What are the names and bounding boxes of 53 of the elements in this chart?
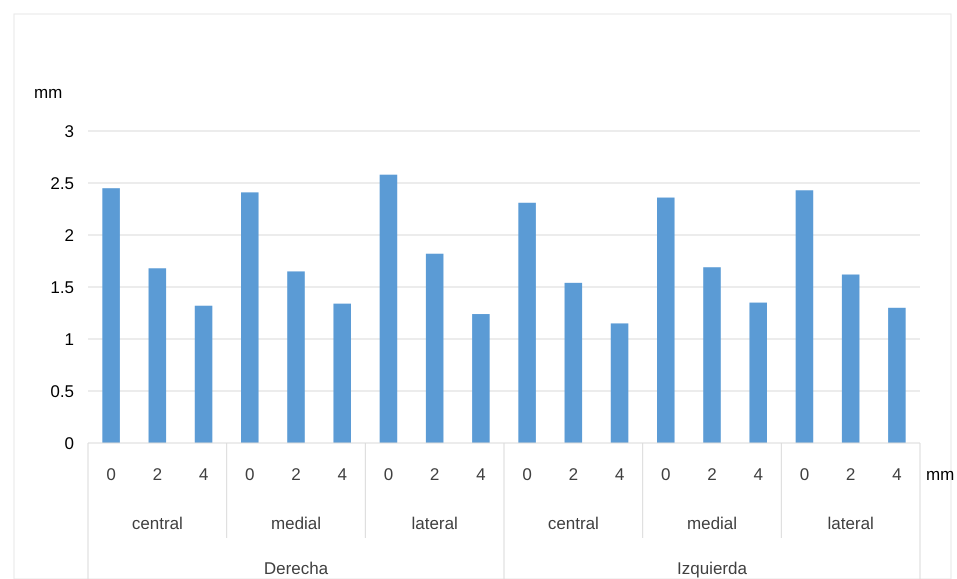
x-tick-label: 4: [476, 465, 486, 484]
x-tick-label: 4: [198, 465, 208, 484]
text: central: [548, 514, 599, 533]
text: lateral: [828, 514, 874, 533]
x-tick-label: 4: [892, 465, 902, 484]
text: medial: [270, 514, 322, 533]
y-tick-label: 1.5: [50, 278, 74, 297]
x-tick-label: 2: [568, 465, 578, 484]
bar: [102, 188, 120, 443]
bar: [333, 304, 352, 443]
x-tick-label: 2: [707, 465, 717, 484]
x-tick-label: 4: [337, 465, 347, 484]
bar: [148, 268, 166, 443]
x-tick-label: 2: [846, 465, 856, 484]
x-tick-label: 0: [522, 465, 532, 484]
bar: [656, 198, 675, 443]
x-tick-label: 2: [430, 465, 440, 484]
x-tick-label: 4: [753, 465, 763, 484]
bar: [380, 174, 398, 443]
y-tick-label: 0.5: [50, 382, 74, 401]
bar: [796, 190, 814, 443]
x-axis-title: mm: [926, 465, 954, 484]
x-tick-label: 0: [384, 465, 394, 484]
x-tick-label: 0: [661, 465, 671, 484]
x-tick-label: 2: [291, 465, 301, 484]
bar: [287, 271, 305, 443]
bar: [888, 308, 906, 443]
y-tick-label: 2: [64, 226, 74, 245]
bar: [472, 314, 490, 443]
bar: [240, 192, 259, 443]
y-tick-label: 1: [64, 330, 74, 349]
bar: [610, 323, 628, 443]
text: medial: [686, 514, 738, 533]
x-tick-label: 0: [106, 465, 116, 484]
y-tick-label: 0: [64, 434, 74, 453]
bar: [194, 306, 212, 443]
text: Derecha: [264, 559, 329, 578]
bar: [426, 254, 444, 443]
bar: [749, 302, 768, 443]
text: Izquierda: [677, 559, 748, 578]
x-tick-label: 2: [152, 465, 162, 484]
x-tick-label: 0: [800, 465, 810, 484]
y-tick-label: 2.5: [50, 174, 74, 193]
y-tick-label: 3: [64, 122, 74, 141]
text: lateral: [412, 514, 458, 533]
x-tick-label: 0: [245, 465, 255, 484]
bar: [564, 282, 582, 443]
bar: [518, 202, 536, 443]
x-tick-label: 4: [614, 465, 624, 484]
bar: [703, 267, 721, 443]
text: central: [132, 514, 183, 533]
bar: [842, 274, 860, 443]
y-axis-title: mm: [34, 83, 62, 102]
